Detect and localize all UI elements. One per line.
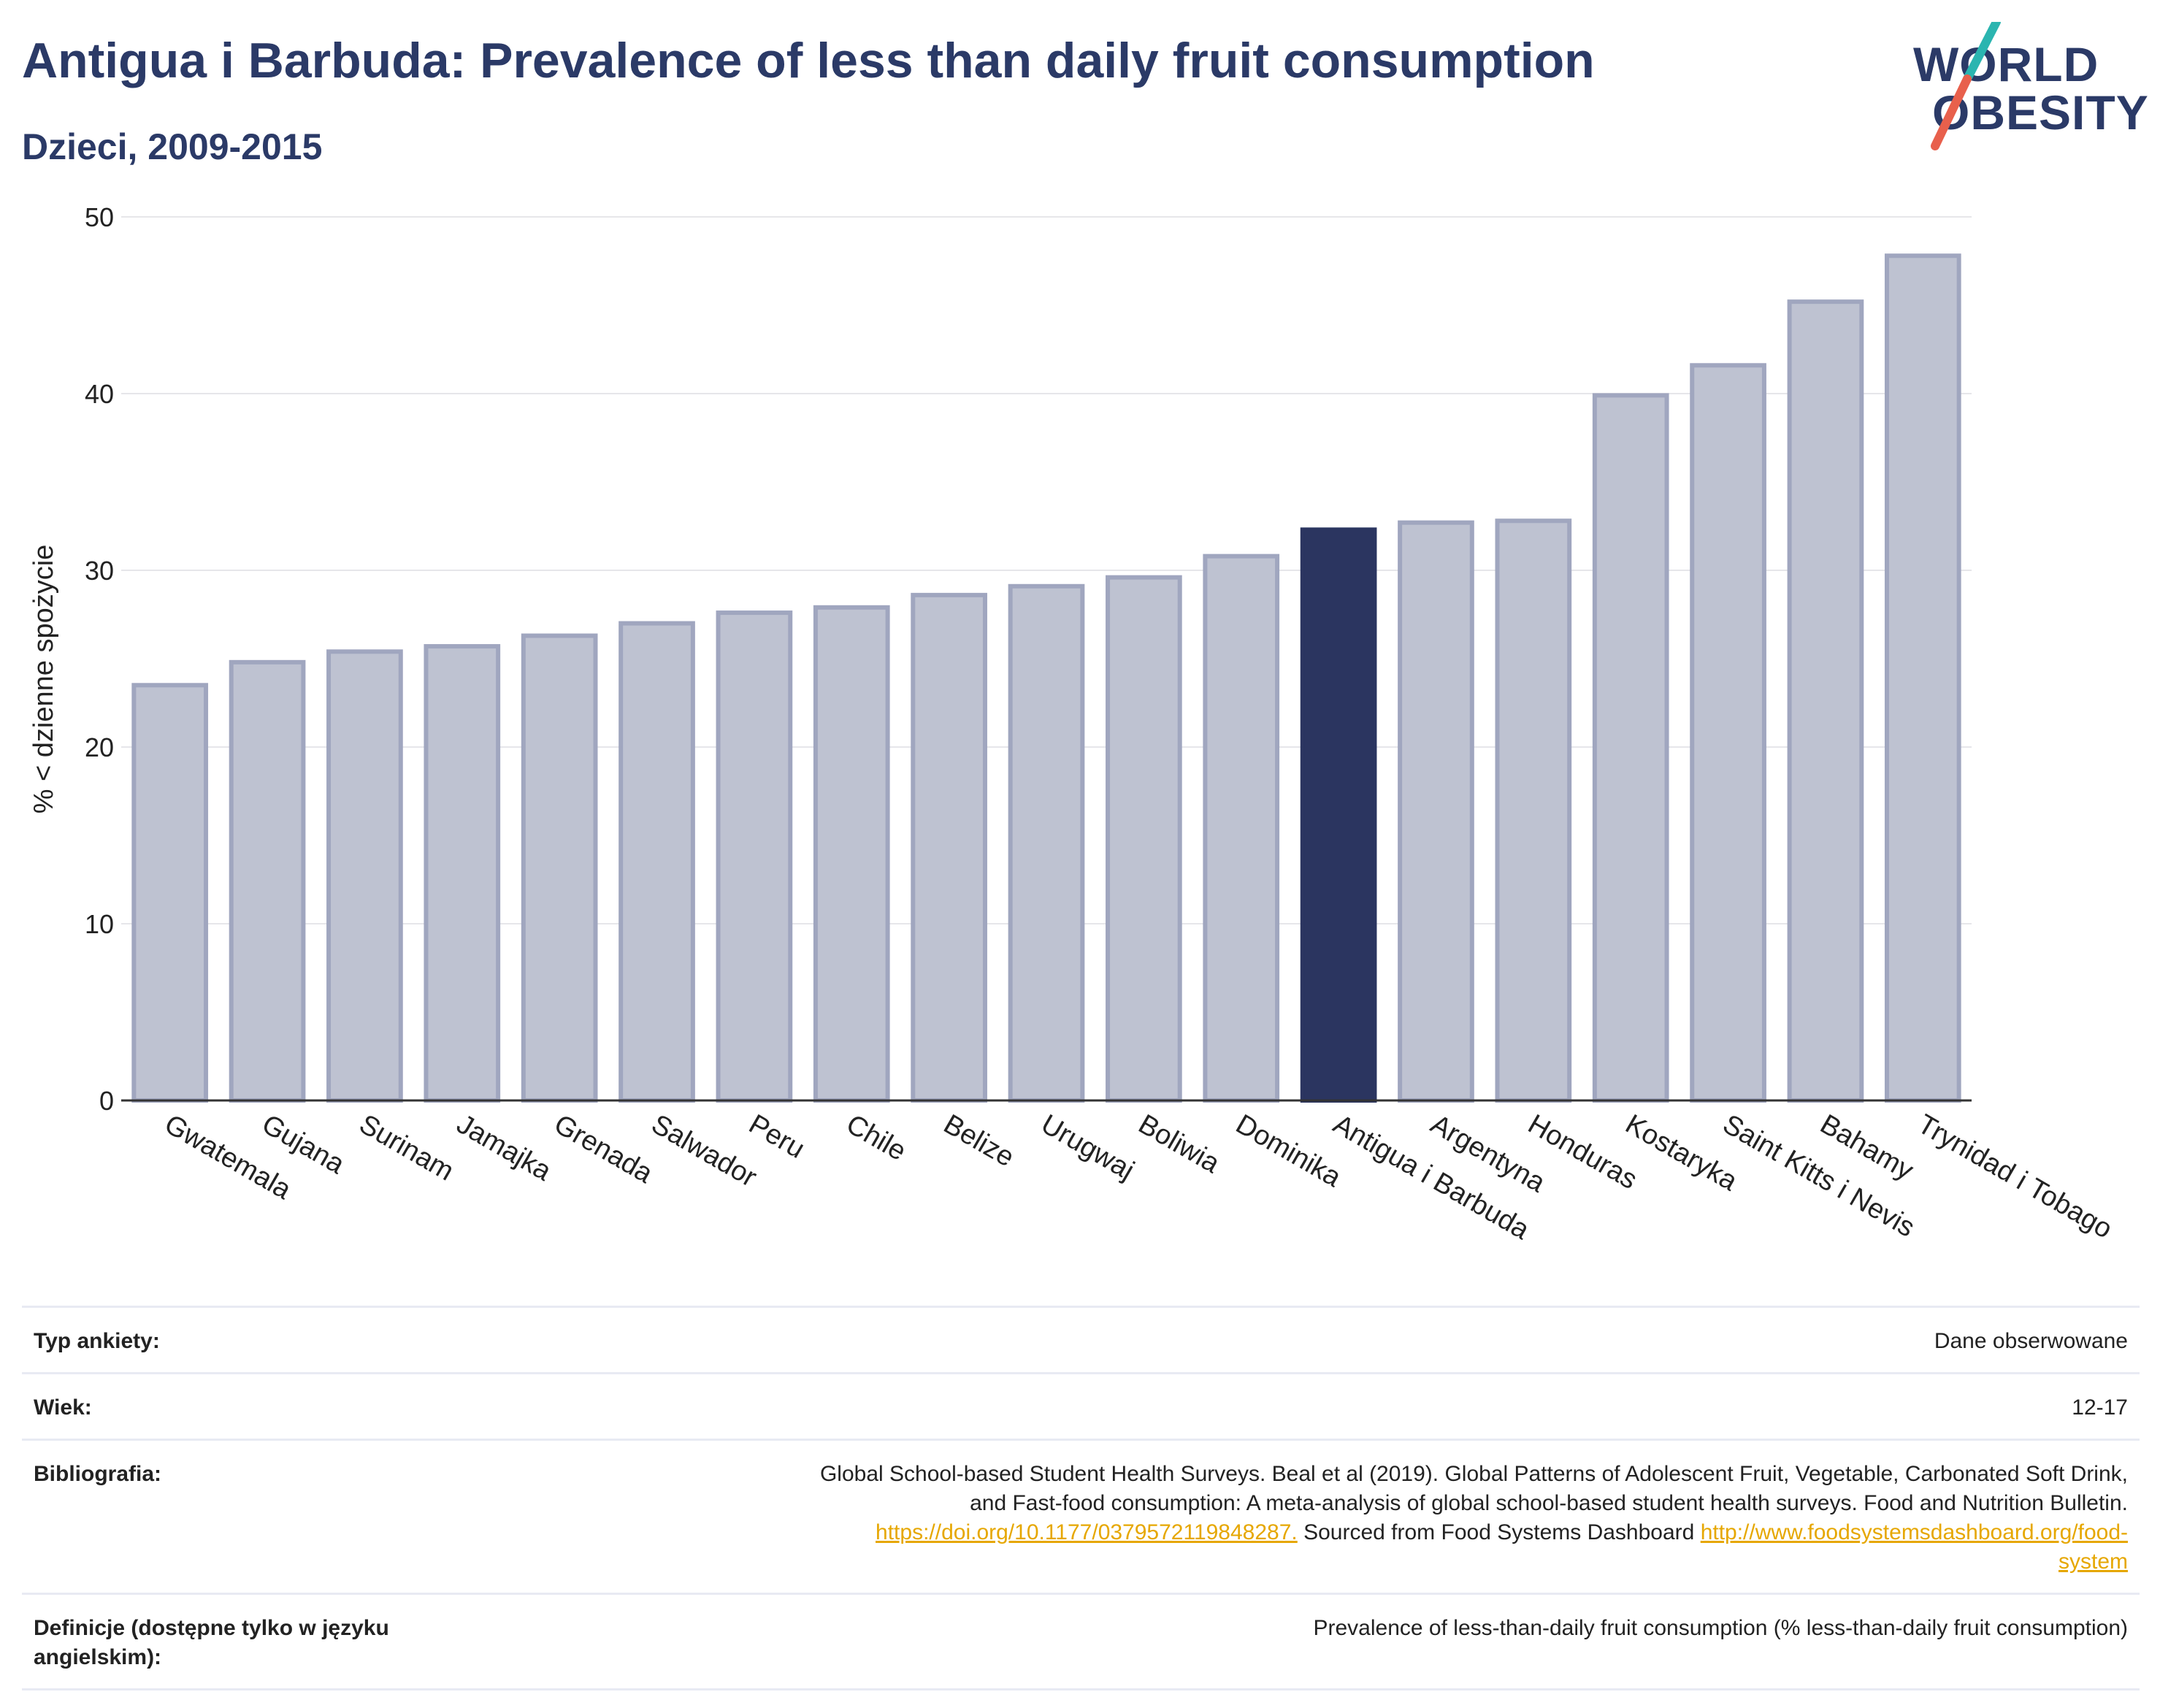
x-tick-label: Jamajka bbox=[451, 1108, 556, 1187]
meta-value: Dane obserwowane bbox=[1934, 1329, 2128, 1353]
logo-line-1: WORLD bbox=[1913, 37, 2099, 91]
x-tick-label: Chile bbox=[841, 1108, 911, 1167]
y-tick-label: 30 bbox=[85, 556, 114, 586]
y-tick-label: 0 bbox=[99, 1086, 114, 1116]
x-tick-label: Grenada bbox=[549, 1108, 659, 1190]
x-tick-label: Trynidad i Tobago bbox=[1912, 1108, 2118, 1244]
y-tick-label: 40 bbox=[85, 379, 114, 409]
y-axis: 0 10 20 30 40 50 bbox=[85, 202, 114, 1116]
bar-gujana bbox=[229, 659, 306, 1103]
logo-slash-icon bbox=[1931, 22, 2001, 150]
bar-belize bbox=[911, 592, 987, 1103]
y-tick-label: 10 bbox=[85, 909, 114, 939]
bar-kostaryka bbox=[1592, 393, 1669, 1103]
bar-gwatemala bbox=[131, 683, 209, 1103]
meta-value: Prevalence of less-than-daily fruit cons… bbox=[1313, 1616, 2129, 1640]
metadata-table: Typ ankiety: Dane obserwowane Wiek: 12-1… bbox=[22, 1306, 2140, 1690]
y-axis-label: % < dzienne spożycie bbox=[28, 545, 59, 814]
bar-saint-kitts-i-nevis bbox=[1690, 363, 1766, 1103]
x-tick-label: Salwador bbox=[646, 1108, 762, 1193]
meta-row-age: Wiek: 12-17 bbox=[22, 1372, 2140, 1439]
bar-peru bbox=[716, 610, 793, 1103]
logo-line-2: OBESITY bbox=[1932, 85, 2149, 139]
x-tick-label: Surinam bbox=[354, 1108, 459, 1187]
bar-antigua-i-barbuda bbox=[1300, 527, 1377, 1103]
meta-row-survey-type: Typ ankiety: Dane obserwowane bbox=[22, 1306, 2140, 1372]
x-tick-label: Dominika bbox=[1230, 1108, 1347, 1193]
dashboard-link-continued[interactable]: system bbox=[2058, 1550, 2128, 1574]
meta-row-definitions: Definicje (dostępne tylko w języku angie… bbox=[22, 1593, 2140, 1690]
world-obesity-logo: WORLD OBESITY bbox=[1904, 22, 2148, 161]
meta-label: Definicje (dostępne tylko w języku angie… bbox=[34, 1616, 389, 1669]
bar-bahamy bbox=[1787, 299, 1864, 1103]
meta-label: Bibliografia: bbox=[34, 1462, 162, 1486]
meta-value-bibliography: Global School-based Student Health Surve… bbox=[820, 1460, 2128, 1577]
meta-label: Typ ankiety: bbox=[34, 1329, 160, 1353]
x-tick-label: Belize bbox=[938, 1108, 1019, 1173]
meta-value: 12-17 bbox=[2072, 1395, 2128, 1420]
meta-row-bibliography: Bibliografia: Global School-based Studen… bbox=[22, 1439, 2140, 1593]
bar-surinam bbox=[326, 649, 403, 1103]
bar-trynidad-i-tobago bbox=[1884, 253, 1961, 1103]
chart-title: Antigua i Barbuda: Prevalence of less th… bbox=[22, 33, 1595, 88]
dashboard-link[interactable]: http://www.foodsystemsdashboard.org/food… bbox=[1700, 1520, 2128, 1544]
chart-bars bbox=[131, 253, 1961, 1103]
x-tick-label: Boliwia bbox=[1133, 1108, 1225, 1179]
bar-dominika bbox=[1203, 554, 1280, 1103]
y-tick-label: 20 bbox=[85, 732, 114, 762]
bar-honduras bbox=[1495, 518, 1572, 1103]
meta-label: Wiek: bbox=[34, 1395, 92, 1420]
bar-salwador bbox=[618, 621, 695, 1103]
sourced-text: Sourced from Food Systems Dashboard bbox=[1297, 1520, 1701, 1544]
bibliography-text: and Fast-food consumption: A meta-analys… bbox=[970, 1491, 2128, 1515]
x-tick-label: Urugwaj bbox=[1036, 1108, 1140, 1186]
bar-jamajka bbox=[424, 644, 501, 1103]
bar-urugwaj bbox=[1008, 583, 1085, 1103]
doi-link[interactable]: https://doi.org/10.1177/0379572119848287… bbox=[876, 1520, 1298, 1544]
bar-grenada bbox=[521, 633, 598, 1103]
y-tick-label: 50 bbox=[85, 202, 114, 232]
x-tick-label: Peru bbox=[743, 1108, 810, 1165]
bar-argentyna bbox=[1398, 520, 1474, 1103]
bar-boliwia bbox=[1106, 575, 1182, 1103]
bibliography-text: Global School-based Student Health Surve… bbox=[819, 1462, 2128, 1486]
chart-subtitle: Dzieci, 2009-2015 bbox=[22, 126, 323, 167]
bar-chile bbox=[813, 605, 890, 1103]
